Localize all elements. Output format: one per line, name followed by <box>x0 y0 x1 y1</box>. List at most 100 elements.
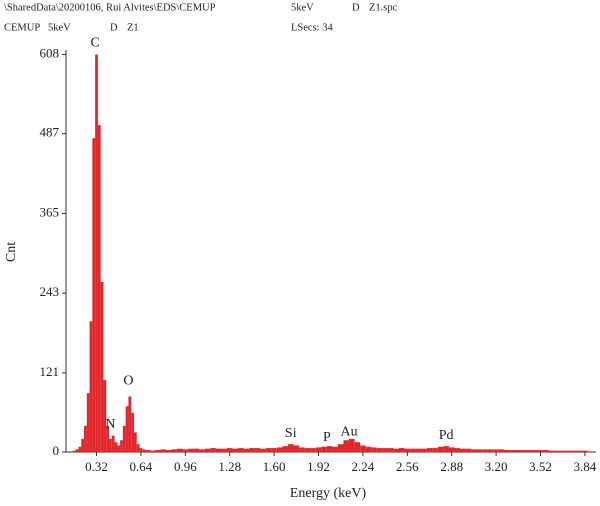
bar <box>482 449 488 452</box>
bar <box>100 282 104 452</box>
bar <box>95 54 98 452</box>
bar <box>165 450 172 452</box>
bar <box>232 448 239 452</box>
bar <box>86 393 90 452</box>
bar <box>532 450 538 452</box>
bar <box>226 448 233 452</box>
bar <box>404 448 411 452</box>
y-tick-label: 0 <box>53 443 60 458</box>
header-sample: Z1 <box>127 22 139 33</box>
x-tick-label: 1.60 <box>263 459 286 474</box>
bar <box>398 448 405 452</box>
x-tick-label: 1.92 <box>307 459 330 474</box>
x-tick-label: 0.64 <box>130 459 153 474</box>
bar <box>293 445 300 452</box>
bar <box>537 450 544 452</box>
header-path: \SharedData\20200106, Rui Alvites\EDS\CE… <box>4 2 216 13</box>
bar <box>349 438 355 452</box>
bar <box>210 448 216 452</box>
bar <box>465 448 472 452</box>
bar <box>109 438 112 452</box>
bar <box>565 450 572 452</box>
bar <box>171 449 177 452</box>
peak-label: P <box>323 430 331 445</box>
x-tick-label: 0.32 <box>85 459 108 474</box>
bar <box>97 125 101 453</box>
bar <box>238 448 244 452</box>
peak-label: O <box>123 374 133 389</box>
bar <box>315 447 322 452</box>
bar <box>106 425 110 452</box>
bar <box>443 446 449 452</box>
bar <box>410 448 416 452</box>
bar <box>421 448 427 452</box>
bar <box>321 446 327 452</box>
bar <box>426 448 433 452</box>
x-axis-label: Energy (keV) <box>290 486 367 501</box>
bar <box>521 450 527 452</box>
bar <box>145 450 148 452</box>
peak-label: C <box>90 36 99 51</box>
bar <box>128 396 132 452</box>
y-tick-label: 121 <box>40 364 60 379</box>
bar <box>548 450 555 452</box>
bar <box>498 449 505 452</box>
bar <box>249 448 255 452</box>
bar <box>176 448 183 452</box>
bar <box>265 448 272 452</box>
bar <box>142 449 146 452</box>
bar <box>382 448 388 452</box>
bar <box>582 450 588 452</box>
bar <box>103 380 107 452</box>
bar <box>136 444 140 452</box>
peak-label: Si <box>285 426 297 441</box>
x-tick-label: 3.52 <box>529 459 552 474</box>
x-tick-label: 0.96 <box>174 459 197 474</box>
bar <box>276 447 283 452</box>
bar <box>114 442 118 452</box>
bar <box>215 448 222 452</box>
bar <box>515 450 522 452</box>
header-voltage: 5keV <box>48 22 71 33</box>
bar <box>243 448 250 452</box>
bar <box>122 425 126 452</box>
bar <box>111 435 115 452</box>
bar <box>204 448 211 452</box>
bar <box>81 438 85 452</box>
bar <box>117 445 121 452</box>
y-tick-label: 365 <box>40 204 60 219</box>
bar <box>282 446 288 452</box>
bar <box>271 448 277 452</box>
bar <box>554 450 560 452</box>
bar <box>254 448 261 452</box>
peak-label: N <box>105 417 115 432</box>
x-tick-label: 2.56 <box>396 459 419 474</box>
bar <box>415 448 422 452</box>
bar <box>89 321 93 452</box>
bar <box>376 448 383 452</box>
bar <box>571 450 577 452</box>
bar <box>543 450 549 452</box>
y-tick-label: 243 <box>40 284 60 299</box>
bar <box>310 448 316 452</box>
peak-label: Pd <box>439 428 454 443</box>
bar <box>193 448 200 452</box>
bar <box>460 448 466 452</box>
header-lab: CEMUP <box>4 22 40 33</box>
bar <box>150 450 155 452</box>
x-tick-label: 3.84 <box>574 459 597 474</box>
bar <box>493 449 499 452</box>
bar <box>354 442 361 452</box>
bar <box>221 448 227 452</box>
bar <box>504 450 510 452</box>
x-tick-label: 2.88 <box>440 459 463 474</box>
bar <box>287 444 294 452</box>
bar <box>260 448 266 452</box>
bar <box>72 450 76 452</box>
bar <box>154 450 161 452</box>
header-d: D <box>110 22 118 33</box>
bar <box>360 445 366 452</box>
y-axis-label: Cnt <box>4 242 19 262</box>
bar <box>576 450 583 452</box>
